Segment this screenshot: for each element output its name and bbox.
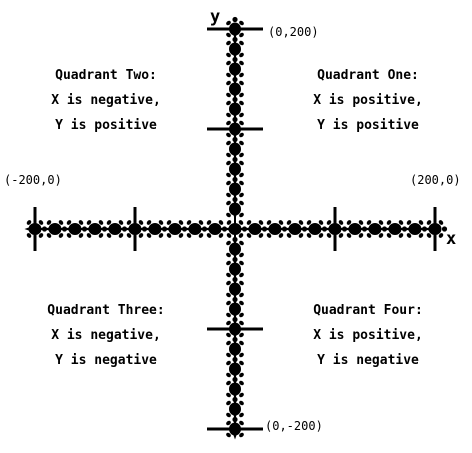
- y-axis-turtle-marker: [225, 396, 245, 420]
- x-axis-turtle-marker: [284, 219, 308, 239]
- x-axis-label: x: [446, 229, 456, 249]
- y-axis-turtle-marker: [225, 376, 245, 400]
- endpoint-label-right: (200,0): [410, 173, 461, 187]
- y-axis-turtle-marker: [225, 296, 245, 320]
- x-axis-turtle-marker: [64, 219, 88, 239]
- quadrant-four-y-sign: Y is negative: [317, 353, 419, 368]
- endpoint-label-bottom: (0,-200): [265, 419, 323, 433]
- quadrant-two-label: Quadrant Two: X is negative, Y is positi…: [21, 63, 191, 138]
- x-axis-turtle-marker: [144, 219, 168, 239]
- y-axis-turtle-marker: [225, 76, 245, 100]
- quadrant-four-label: Quadrant Four: X is positive, Y is negat…: [283, 298, 453, 373]
- y-axis-turtle-marker: [225, 356, 245, 380]
- quadrant-two-title: Quadrant Two:: [55, 68, 157, 83]
- quadrant-one-y-sign: Y is positive: [317, 118, 419, 133]
- x-axis-turtle-marker: [84, 219, 108, 239]
- quadrant-three-x-sign: X is negative,: [51, 328, 161, 343]
- x-axis-turtle-marker: [304, 219, 328, 239]
- y-axis-label: y: [210, 7, 220, 27]
- x-axis-turtle-marker: [244, 219, 268, 239]
- x-axis-turtle-marker: [384, 219, 408, 239]
- x-axis-turtle-marker: [104, 219, 128, 239]
- x-axis-turtle-marker: [184, 219, 208, 239]
- x-axis-turtle-marker: [404, 219, 428, 239]
- y-axis-turtle-marker: [225, 276, 245, 300]
- endpoint-label-left: (-200,0): [4, 173, 62, 187]
- quadrant-three-label: Quadrant Three: X is negative, Y is nega…: [21, 298, 191, 373]
- y-axis-turtle-marker: [225, 256, 245, 280]
- y-axis-turtle-marker: [225, 196, 245, 220]
- y-axis-turtle-marker: [225, 136, 245, 160]
- x-axis-turtle-marker: [364, 219, 388, 239]
- quadrant-two-y-sign: Y is positive: [55, 118, 157, 133]
- y-axis-turtle-marker: [225, 156, 245, 180]
- y-axis-turtle-marker: [225, 336, 245, 360]
- y-axis-turtle-marker: [225, 236, 245, 260]
- y-axis-turtle-marker: [225, 176, 245, 200]
- x-axis-turtle-marker: [164, 219, 188, 239]
- quadrant-four-title: Quadrant Four:: [313, 303, 423, 318]
- x-axis-turtle-marker: [204, 219, 228, 239]
- quadrant-one-x-sign: X is positive,: [313, 93, 423, 108]
- x-axis-turtle-marker: [264, 219, 288, 239]
- quadrant-three-y-sign: Y is negative: [55, 353, 157, 368]
- y-axis-turtle-marker: [225, 96, 245, 120]
- quadrant-two-x-sign: X is negative,: [51, 93, 161, 108]
- y-axis-turtle-marker: [225, 56, 245, 80]
- x-axis-turtle-marker: [44, 219, 68, 239]
- endpoint-label-top: (0,200): [268, 25, 319, 39]
- x-axis-turtle-marker: [344, 219, 368, 239]
- y-axis-turtle-marker: [225, 36, 245, 60]
- quadrant-one-label: Quadrant One: X is positive, Y is positi…: [283, 63, 453, 138]
- quadrant-one-title: Quadrant One:: [317, 68, 419, 83]
- quadrant-four-x-sign: X is positive,: [313, 328, 423, 343]
- quadrant-three-title: Quadrant Three:: [47, 303, 165, 318]
